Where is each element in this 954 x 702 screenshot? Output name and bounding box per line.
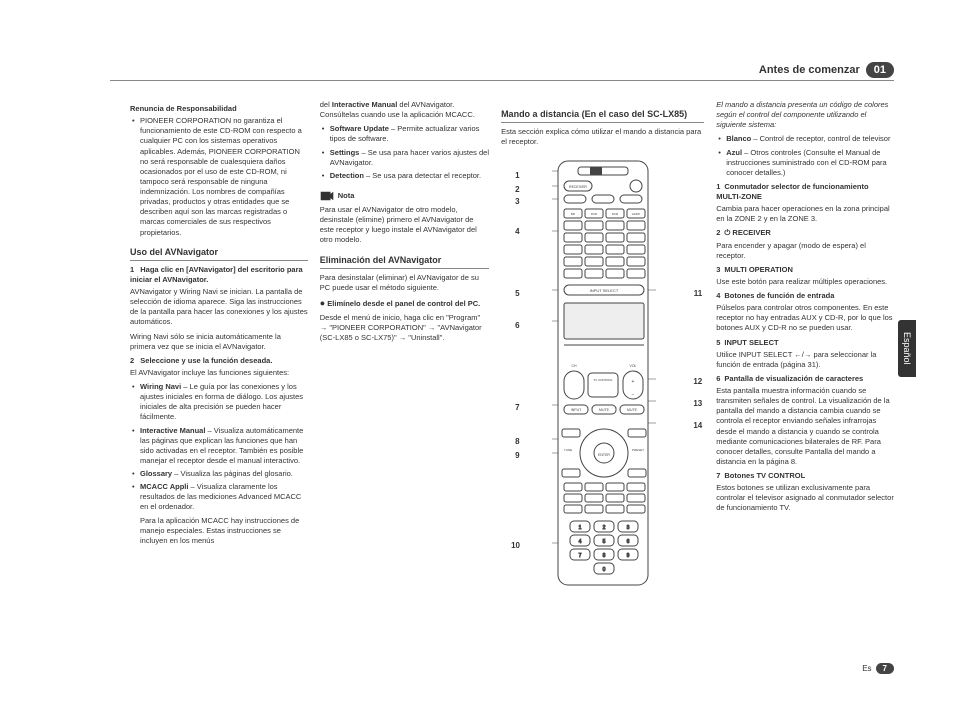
interactive-manual-item: Interactive Manual – Visualiza automátic… bbox=[140, 426, 308, 467]
language-tab: Español bbox=[898, 320, 916, 377]
item-2-body: Para encender y apagar (modo de espera) … bbox=[716, 241, 894, 261]
svg-text:1: 1 bbox=[578, 525, 581, 531]
chapter-badge: 01 bbox=[866, 62, 894, 78]
item-4-body: Púlselos para controlar otros componente… bbox=[716, 303, 894, 333]
svg-text:7: 7 bbox=[578, 553, 581, 559]
footer-lang: Es bbox=[862, 664, 871, 673]
svg-text:3: 3 bbox=[626, 525, 629, 531]
disclaimer-heading: Renuncia de Responsabilidad bbox=[130, 104, 308, 114]
svg-text:ENTER: ENTER bbox=[598, 453, 610, 457]
elim-sub: ● Elimínelo desde el panel de control de… bbox=[320, 297, 489, 309]
item-7-body: Estos botones se utilizan exclusivamente… bbox=[716, 483, 894, 513]
item-5-body: Utilice INPUT SELECT ←/→ para selecciona… bbox=[716, 350, 894, 370]
remote-svg: RECEIVER BD DVD DVR HDMI bbox=[528, 153, 678, 593]
disclaimer-body: PIONEER CORPORATION no garantiza el func… bbox=[140, 116, 308, 238]
svg-text:TUNE: TUNE bbox=[564, 448, 572, 452]
column-4: El mando a distancia presenta un código … bbox=[716, 100, 894, 662]
page-header: Antes de comenzar 01 bbox=[759, 62, 894, 78]
uso-avnav-heading: Uso del AVNavigator bbox=[130, 246, 308, 261]
column-1: Renuncia de Responsabilidad PIONEER CORP… bbox=[130, 100, 308, 662]
svg-text:MUTE: MUTE bbox=[599, 408, 610, 412]
svg-text:2: 2 bbox=[602, 525, 605, 531]
svg-text:INPUT: INPUT bbox=[570, 408, 581, 412]
elim-steps: Desde el menú de inicio, haga clic en "P… bbox=[320, 313, 489, 343]
header-title: Antes de comenzar bbox=[759, 64, 860, 76]
elim-body: Para desinstalar (eliminar) el AVNavigat… bbox=[320, 273, 489, 293]
svg-text:+: + bbox=[631, 379, 634, 385]
remote-diagram: 1 2 3 4 5 6 7 8 9 10 11 12 13 14 RECEIVE… bbox=[501, 153, 704, 593]
svg-text:CH: CH bbox=[571, 364, 577, 368]
note-body: Para usar el AVNavigator de otro modelo,… bbox=[320, 205, 489, 246]
item-3: 3MULTI OPERATION bbox=[716, 265, 894, 275]
item-7: 7Botones TV CONTROL bbox=[716, 471, 894, 481]
svg-text:VOL: VOL bbox=[629, 364, 636, 368]
page-footer: Es 7 bbox=[862, 663, 894, 674]
header-rule bbox=[110, 80, 894, 81]
svg-text:DVD: DVD bbox=[590, 212, 597, 216]
step-2-body: El AVNavigator incluye las funciones sig… bbox=[130, 368, 308, 378]
svg-text:PRESET: PRESET bbox=[632, 448, 644, 452]
step-1: 1 Haga clic en [AVNavigator] del escrito… bbox=[130, 265, 308, 285]
item-1-body: Cambia para hacer operaciones en la zona… bbox=[716, 204, 894, 224]
item-5: 5INPUT SELECT bbox=[716, 338, 894, 348]
svg-text:MUTE: MUTE bbox=[627, 408, 638, 412]
item-6: 6Pantalla de visualización de caracteres bbox=[716, 374, 894, 384]
item-1: 1Conmutador selector de funcionamiento M… bbox=[716, 182, 894, 202]
glossary-item: Glossary – Visualiza las páginas del glo… bbox=[140, 469, 308, 479]
column-3: Mando a distancia (En el caso del SC-LX8… bbox=[501, 100, 704, 662]
svg-text:DVR: DVR bbox=[611, 212, 618, 216]
eliminacion-heading: Eliminación del AVNavigator bbox=[320, 254, 489, 269]
col2-continuation: del Interactive Manual del AVNavigator. … bbox=[320, 100, 489, 120]
svg-text:9: 9 bbox=[626, 553, 629, 559]
svg-text:0: 0 bbox=[602, 567, 605, 573]
step-1-body: AVNavigator y Wiring Navi se inician. La… bbox=[130, 287, 308, 328]
svg-text:6: 6 bbox=[626, 539, 629, 545]
svg-text:INPUT SELECT: INPUT SELECT bbox=[589, 288, 618, 293]
blanco-item: Blanco – Control de receptor, control de… bbox=[726, 134, 894, 144]
settings-item: Settings – Se usa para hacer varios ajus… bbox=[330, 148, 489, 168]
step-1-note: Wiring Navi sólo se inicia automáticamen… bbox=[130, 332, 308, 352]
azul-item: Azul – Otros controles (Consulte el Manu… bbox=[726, 148, 894, 178]
remote-heading: Mando a distancia (En el caso del SC-LX8… bbox=[501, 108, 704, 123]
color-code-intro: El mando a distancia presenta un código … bbox=[716, 100, 894, 130]
mcacc-item: MCACC Appli – Visualiza claramente los r… bbox=[140, 482, 308, 546]
item-6-body: Esta pantalla muestra información cuando… bbox=[716, 386, 894, 467]
svg-text:TV CONTROL: TV CONTROL bbox=[593, 378, 613, 382]
page-number-badge: 7 bbox=[876, 663, 894, 674]
item-3-body: Use este botón para realizar múltiples o… bbox=[716, 277, 894, 287]
remote-intro: Esta sección explica cómo utilizar el ma… bbox=[501, 127, 704, 147]
column-2: del Interactive Manual del AVNavigator. … bbox=[320, 100, 489, 662]
svg-text:RECEIVER: RECEIVER bbox=[569, 185, 587, 189]
svg-text:4: 4 bbox=[578, 539, 581, 545]
step-2: 2 Seleccione y use la función deseada. bbox=[130, 356, 308, 366]
svg-text:HDMI: HDMI bbox=[632, 212, 640, 216]
software-update-item: Software Update – Permite actualizar var… bbox=[330, 124, 489, 144]
wiring-navi-item: Wiring Navi – Le guía por las conexiones… bbox=[140, 382, 308, 423]
item-2: 2⏻ RECEIVER bbox=[716, 228, 894, 238]
content-columns: Renuncia de Responsabilidad PIONEER CORP… bbox=[130, 100, 894, 662]
detection-item: Detection – Se usa para detectar el rece… bbox=[330, 171, 489, 181]
svg-text:8: 8 bbox=[602, 553, 605, 559]
svg-text:5: 5 bbox=[602, 539, 605, 545]
item-4: 4Botones de función de entrada bbox=[716, 291, 894, 301]
note-icon: Nota bbox=[320, 190, 355, 202]
svg-text:−: − bbox=[631, 392, 634, 398]
